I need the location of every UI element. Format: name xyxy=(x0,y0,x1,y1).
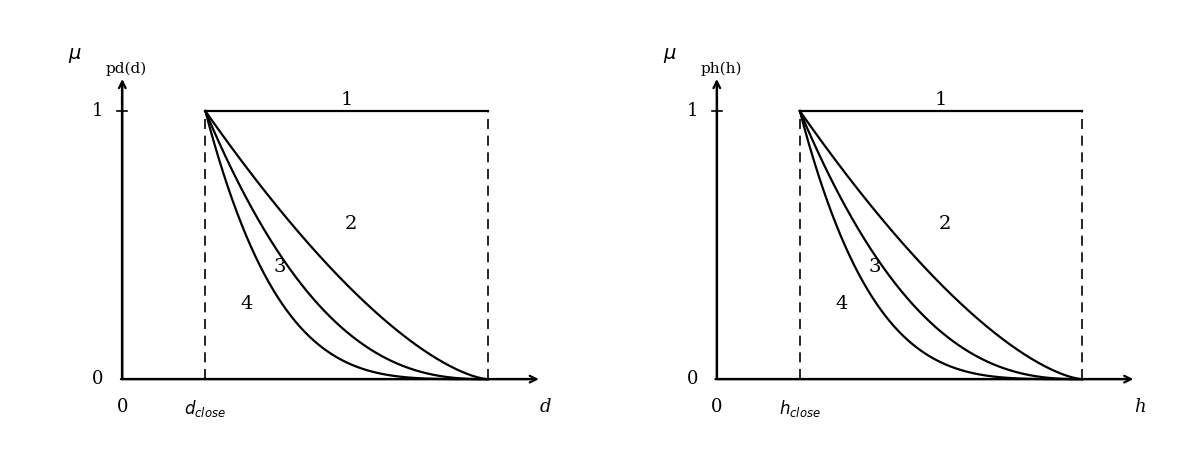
Text: pd(d): pd(d) xyxy=(106,62,147,76)
Text: 1: 1 xyxy=(686,102,698,120)
Text: 3: 3 xyxy=(273,257,287,275)
Text: $d_{close}$: $d_{close}$ xyxy=(184,398,226,419)
Text: 3: 3 xyxy=(868,257,881,275)
Text: $h_{close}$: $h_{close}$ xyxy=(779,398,820,419)
Text: $\mu$: $\mu$ xyxy=(68,46,82,66)
Text: 0: 0 xyxy=(92,370,103,388)
Text: 4: 4 xyxy=(240,295,253,313)
Text: $\mu$: $\mu$ xyxy=(662,46,677,66)
Text: 0: 0 xyxy=(686,370,698,388)
Text: h: h xyxy=(1134,398,1146,416)
Text: 2: 2 xyxy=(939,215,951,233)
Text: 4: 4 xyxy=(835,295,848,313)
Text: 0: 0 xyxy=(117,398,128,416)
Text: 1: 1 xyxy=(340,91,353,109)
Text: 2: 2 xyxy=(345,215,357,233)
Text: 1: 1 xyxy=(92,102,103,120)
Text: d: d xyxy=(540,398,552,416)
Text: ph(h): ph(h) xyxy=(700,62,742,76)
Text: 1: 1 xyxy=(935,91,948,109)
Text: 0: 0 xyxy=(711,398,723,416)
